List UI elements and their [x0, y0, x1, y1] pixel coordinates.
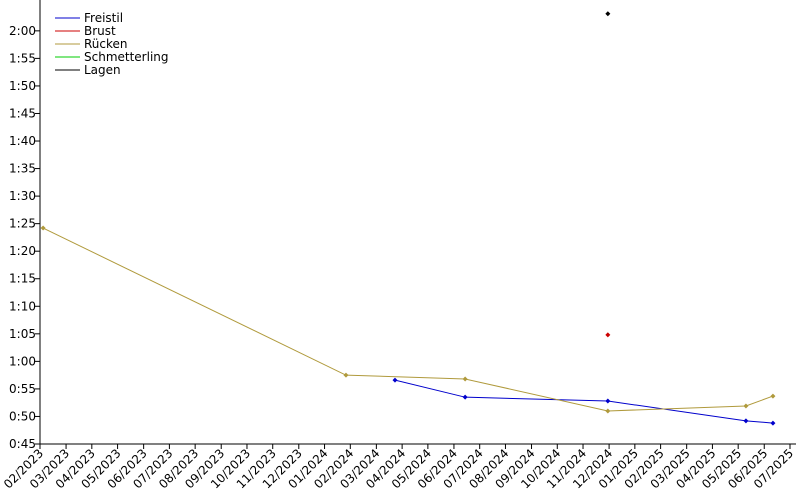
- y-tick-label: 0:55: [9, 382, 36, 396]
- data-point: [605, 408, 611, 414]
- y-tick-label: 1:35: [9, 162, 36, 176]
- data-point: [605, 398, 611, 404]
- data-point: [770, 393, 776, 399]
- y-tick-label: 1:25: [9, 217, 36, 231]
- y-tick-label: 1:40: [9, 134, 36, 148]
- data-point: [743, 418, 749, 424]
- data-point: [770, 420, 776, 426]
- legend-label: Brust: [84, 24, 116, 38]
- legend-label: Rücken: [84, 37, 128, 51]
- legend-label: Freistil: [84, 11, 123, 25]
- data-point: [605, 332, 611, 338]
- y-tick-label: 2:00: [9, 24, 36, 38]
- data-point: [743, 403, 749, 409]
- data-point: [392, 377, 398, 383]
- y-tick-label: 0:45: [9, 437, 36, 451]
- y-tick-label: 1:30: [9, 189, 36, 203]
- legend-label: Lagen: [84, 63, 121, 77]
- y-tick-label: 1:05: [9, 327, 36, 341]
- data-point: [40, 225, 46, 231]
- y-tick-label: 1:50: [9, 79, 36, 93]
- y-tick-label: 1:45: [9, 106, 36, 120]
- y-tick-label: 1:20: [9, 244, 36, 258]
- data-point: [462, 394, 468, 400]
- y-tick-label: 1:55: [9, 51, 36, 65]
- y-tick-label: 1:00: [9, 354, 36, 368]
- series-line: [42, 227, 774, 412]
- data-point: [462, 376, 468, 382]
- legend-label: Schmetterling: [84, 50, 169, 64]
- data-point: [343, 372, 349, 378]
- y-tick-label: 0:50: [9, 409, 36, 423]
- series-line: [394, 379, 773, 424]
- y-tick-label: 1:10: [9, 299, 36, 313]
- data-point: [605, 11, 611, 17]
- y-tick-label: 1:15: [9, 272, 36, 286]
